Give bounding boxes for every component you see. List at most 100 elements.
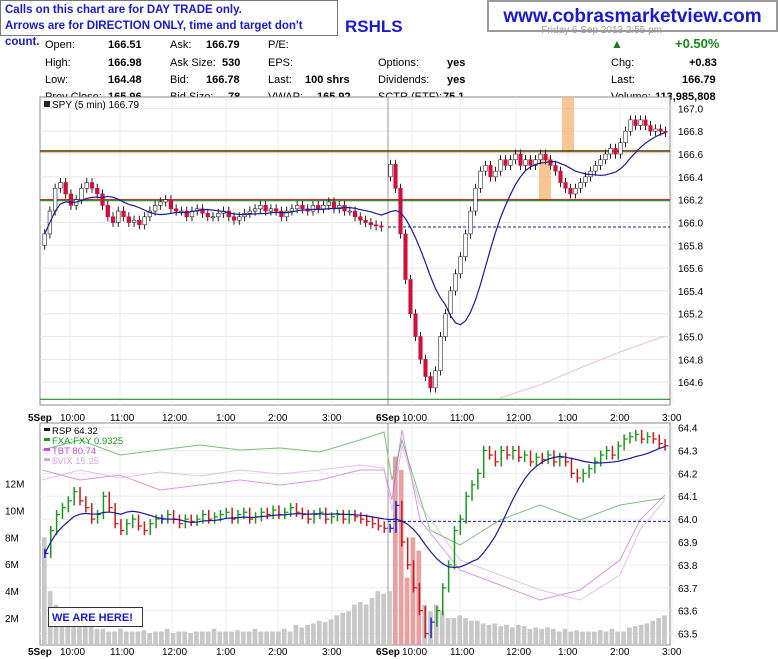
volume-bar [521, 626, 527, 645]
candle-body [184, 210, 189, 218]
volume-bar [568, 631, 574, 645]
volume-bar [369, 597, 375, 645]
candle-body [653, 128, 658, 132]
volume-bar [357, 601, 363, 645]
candle-body [518, 153, 523, 166]
candle-body [423, 359, 428, 377]
dividends-label: Dividends: [378, 74, 430, 86]
candle-body [110, 216, 116, 223]
candle-body [226, 210, 231, 218]
candle-body [453, 273, 458, 292]
indicator-tick-label: 63.7 [678, 584, 698, 595]
candle-body [68, 193, 74, 206]
volume-bar [65, 611, 71, 645]
candle-body [543, 153, 548, 161]
volume-tick-label: 2M [5, 614, 19, 625]
candle-body [163, 199, 168, 203]
volume-bar [603, 631, 609, 645]
volume-bar [586, 631, 591, 645]
candle-body [388, 164, 393, 178]
high-label: High: [45, 57, 71, 69]
candle-body [533, 159, 538, 166]
candle-body [358, 216, 363, 221]
candle-body [618, 142, 623, 155]
indicator-x-tick-label: 2:00 [268, 647, 288, 658]
volume-bar [240, 631, 246, 645]
candle-body [147, 210, 153, 218]
candle-body [316, 205, 321, 210]
volume-bar [194, 631, 199, 645]
indicator-chart: 64.4 64.3 64.2 64.1 64.0 63.9 63.8 63.7 63.6 63.5… [5, 422, 698, 658]
options-label: Options: [378, 57, 419, 69]
price-x-tick-label: 12:00 [506, 413, 531, 424]
volume-bar [217, 631, 223, 645]
volume-tick-label: 4M [5, 587, 19, 598]
volume-tick-label: 12M [5, 479, 24, 490]
candle-body [310, 205, 316, 212]
volume-bar [211, 628, 217, 645]
volume-bar [398, 470, 404, 645]
candle-body [603, 153, 608, 161]
highlight-box [562, 97, 574, 152]
candle-body [295, 205, 300, 210]
legend-swatch [44, 428, 50, 431]
last-value: 166.79 [682, 74, 716, 86]
price-tick-label: 166.6 [678, 150, 703, 161]
indicator-tick-label: 63.5 [678, 630, 698, 641]
website-banner[interactable]: www.cobrasmarketview.com [487, 0, 778, 32]
price-tick-label: 165.6 [678, 264, 703, 275]
volume-bar [609, 628, 615, 645]
volume-bar [141, 630, 147, 645]
price-x-tick-label: 3:00 [322, 413, 342, 424]
volume-bar [281, 628, 287, 645]
volume-bar [246, 631, 252, 645]
candle-body [368, 222, 373, 226]
indicator-tick-label: 64.4 [678, 424, 698, 435]
percent-change: +0.50% [675, 36, 720, 51]
candle-body [413, 313, 418, 337]
volume-bar [562, 628, 568, 645]
indicator-x-tick-label: 11:00 [110, 647, 135, 658]
volume-bar [545, 627, 550, 645]
price-x-tick-label: 2:00 [268, 413, 288, 424]
candle-body [628, 119, 633, 132]
volume-bar [632, 626, 638, 645]
candle-body [174, 208, 179, 212]
volume-bar [638, 624, 644, 645]
eps-label: EPS: [268, 57, 294, 69]
volume-bar [533, 627, 539, 645]
candle-body [321, 205, 326, 210]
candle-body [152, 205, 158, 212]
candle-body [53, 187, 58, 212]
volume-bar [82, 624, 88, 645]
up-arrow-icon: ▲ [611, 37, 623, 51]
candle-body [95, 187, 100, 195]
price-x-tick-label: 3:00 [662, 413, 682, 424]
volume-bar [363, 604, 369, 645]
price-x-tick-label: 10:00 [60, 413, 85, 424]
volume-bar [322, 622, 328, 645]
volume-bar [59, 611, 65, 645]
candle-body [268, 208, 274, 212]
ask-value: 166.79 [206, 39, 240, 51]
we-are-here-label: WE ARE HERE! [48, 607, 143, 627]
indicator-tick-label: 64.2 [678, 469, 698, 480]
candle-body [503, 159, 508, 166]
highlight-box [539, 156, 551, 200]
indicator-x-tick-label: 3:00 [662, 647, 682, 658]
chg-label: Chg: [611, 57, 635, 69]
indicator-tick-label: 64.1 [678, 492, 698, 503]
candle-body [42, 233, 47, 246]
dividends-value: yes [447, 74, 466, 86]
indicator-x-tick-label: 12:00 [506, 647, 531, 658]
vix-line [41, 444, 666, 601]
moving-average-line [44, 131, 666, 326]
volume-bar [515, 624, 521, 645]
indicator-x-tick-label: 2:00 [610, 647, 630, 658]
volume-bar [100, 628, 106, 645]
candle-body [468, 210, 473, 235]
disclaimer-note: Calls on this chart are for DAY TRADE on… [0, 0, 338, 48]
candle-body [548, 159, 553, 166]
fxa-fxy-line [41, 431, 666, 546]
